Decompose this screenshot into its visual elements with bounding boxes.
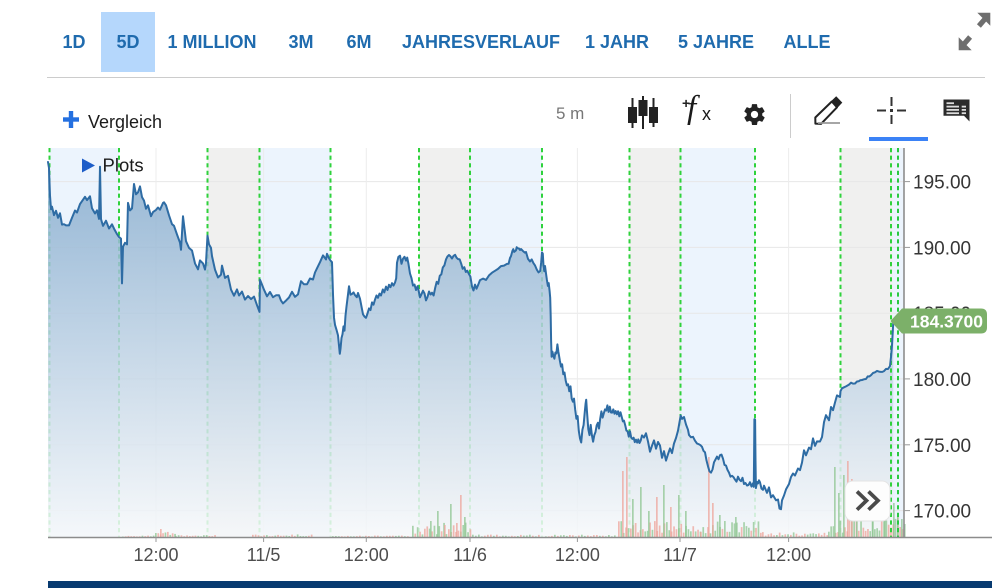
svg-text:175.00: 175.00 [913, 436, 971, 457]
svg-text:180.00: 180.00 [913, 370, 971, 391]
svg-text:11/7: 11/7 [663, 545, 697, 565]
svg-text:Plots: Plots [103, 155, 144, 176]
svg-text:184.3700: 184.3700 [910, 312, 983, 332]
svg-text:12:00: 12:00 [344, 545, 389, 565]
svg-text:170.00: 170.00 [913, 502, 971, 523]
svg-text:12:00: 12:00 [555, 545, 600, 565]
svg-text:12:00: 12:00 [133, 545, 178, 565]
svg-text:11/6: 11/6 [453, 545, 487, 565]
svg-text:190.00: 190.00 [913, 238, 971, 259]
svg-text:11/5: 11/5 [247, 545, 281, 565]
svg-text:12:00: 12:00 [766, 545, 811, 565]
svg-text:195.00: 195.00 [913, 173, 971, 194]
